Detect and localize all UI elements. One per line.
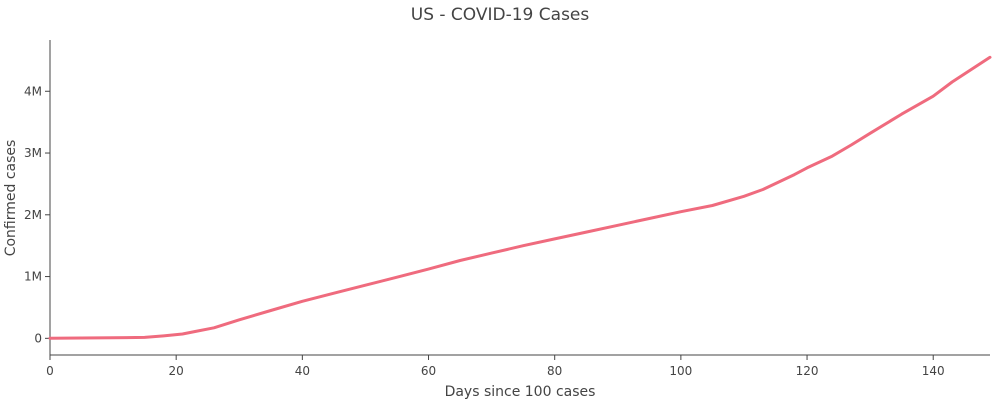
x-tick-label: 140 (922, 364, 945, 378)
y-tick-label: 2M (24, 208, 42, 222)
x-tick-label: 20 (169, 364, 184, 378)
chart-title: US - COVID-19 Cases (411, 5, 590, 25)
x-axis-ticks: 0 20 40 60 80 100 120 140 (46, 355, 945, 378)
series-line (48, 55, 992, 340)
x-tick-label: 0 (46, 364, 54, 378)
series-layer (48, 55, 992, 340)
y-axis-title: Confirmed cases (3, 140, 19, 257)
y-tick-label: 3M (24, 146, 42, 160)
y-axis-ticks: 0 1M 2M 3M 4M (24, 84, 50, 345)
x-tick-label: 100 (669, 364, 692, 378)
x-axis-title: Days since 100 cases (445, 384, 596, 400)
y-tick-label: 4M (24, 84, 42, 98)
x-tick-label: 40 (295, 364, 310, 378)
y-tick-label: 0 (34, 331, 42, 345)
x-tick-label: 60 (421, 364, 436, 378)
x-tick-label: 120 (796, 364, 819, 378)
x-tick-label: 80 (547, 364, 562, 378)
y-tick-label: 1M (24, 270, 42, 284)
